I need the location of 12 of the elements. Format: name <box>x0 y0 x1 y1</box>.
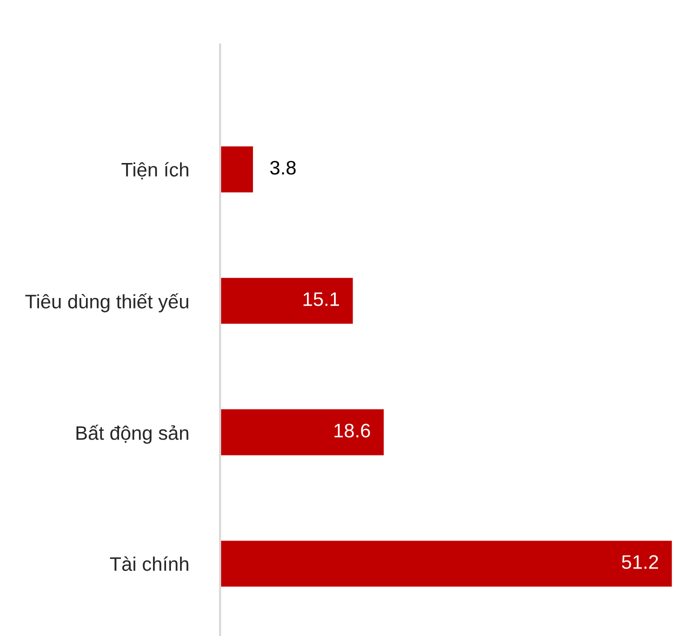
bar <box>220 408 386 457</box>
y-tick-label: Tiện ích <box>122 162 188 180</box>
y-tick-label: Bất động sản <box>76 424 188 444</box>
bar <box>220 145 254 194</box>
data-label: 51.2 <box>622 555 658 569</box>
bar <box>220 539 673 588</box>
data-label: 3.8 <box>270 160 296 175</box>
bar <box>220 276 354 326</box>
data-label: 15.1 <box>304 292 339 306</box>
data-label: 18.6 <box>334 424 370 438</box>
y-tick-label: Tiêu dùng thiết yếu <box>25 293 188 312</box>
y-tick-label: Tài chính <box>110 556 188 571</box>
